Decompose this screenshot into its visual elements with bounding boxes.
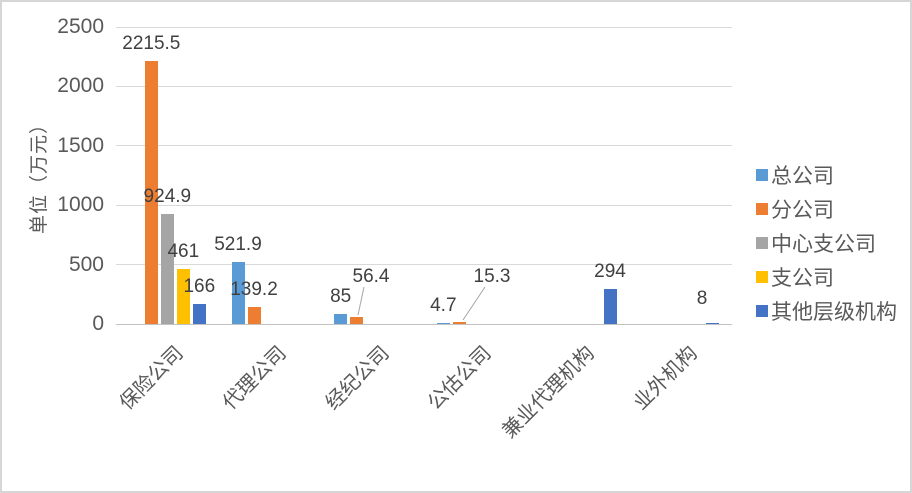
data-label: 85 xyxy=(330,285,352,307)
legend-label: 分公司 xyxy=(771,199,834,222)
x-axis-category-label: 公估公司 xyxy=(424,342,497,415)
bar-其他层级机构-业外机构 xyxy=(706,322,720,324)
legend-item-中心支公司: 中心支公司 xyxy=(756,232,897,256)
legend-label: 总公司 xyxy=(771,165,834,188)
legend-label: 其他层级机构 xyxy=(771,301,897,324)
x-axis-category-label: 经纪公司 xyxy=(321,342,394,415)
data-label: 139.2 xyxy=(230,279,278,301)
data-label: 166 xyxy=(183,276,216,298)
legend-swatch xyxy=(756,203,768,215)
legend-item-分公司: 分公司 xyxy=(756,198,897,222)
bar-中心支公司-保险公司 xyxy=(160,214,174,324)
legend-item-总公司: 总公司 xyxy=(756,164,897,188)
legend-swatch xyxy=(756,169,768,181)
legend-label: 中心支公司 xyxy=(771,233,876,256)
data-label: 521.9 xyxy=(214,233,262,255)
leader-line xyxy=(357,286,365,316)
data-label: 15.3 xyxy=(473,266,511,287)
data-label: 56.4 xyxy=(352,266,390,287)
legend-swatch xyxy=(756,237,768,249)
y-axis-tick-label: 2000 xyxy=(57,74,104,98)
gridline xyxy=(116,204,732,206)
bar-总公司-代理公司 xyxy=(231,261,245,324)
data-label: 2215.5 xyxy=(122,32,181,54)
y-axis-tick-label: 1500 xyxy=(57,133,104,157)
y-axis-tick-label: 500 xyxy=(68,252,104,276)
y-axis-tick-label: 2500 xyxy=(57,15,104,38)
bar-总公司-公估公司 xyxy=(436,322,450,324)
legend-label: 支公司 xyxy=(771,267,834,290)
gridline xyxy=(116,26,732,28)
bar-分公司-保险公司 xyxy=(144,60,158,324)
gridline xyxy=(116,145,732,147)
x-axis-line xyxy=(116,323,732,325)
legend-item-其他层级机构: 其他层级机构 xyxy=(756,300,897,324)
y-axis-tick-label: 1000 xyxy=(57,193,104,217)
data-label: 924.9 xyxy=(143,186,192,208)
bar-分公司-经纪公司 xyxy=(350,317,364,324)
x-axis-category-label: 兼业代理机构 xyxy=(498,342,599,443)
bar-支公司-保险公司 xyxy=(176,269,190,324)
legend-item-支公司: 支公司 xyxy=(756,266,897,290)
data-label: 8 xyxy=(696,288,708,309)
gridline xyxy=(116,264,732,266)
bar-其他层级机构-保险公司 xyxy=(192,304,206,324)
x-axis-category-label: 保险公司 xyxy=(116,342,189,415)
y-axis-tick-label: 0 xyxy=(92,312,104,335)
data-label: 461 xyxy=(167,241,200,263)
x-axis-category-label: 业外机构 xyxy=(629,342,702,415)
bar-分公司-公估公司 xyxy=(452,322,466,324)
x-axis-category-label: 代理公司 xyxy=(218,342,291,415)
bar-其他层级机构-兼业代理机构 xyxy=(603,289,617,324)
data-label: 4.7 xyxy=(430,295,457,317)
bar-分公司-代理公司 xyxy=(247,307,261,324)
legend-swatch xyxy=(756,305,768,317)
gridline xyxy=(116,85,732,87)
legend: 总公司分公司中心支公司支公司其他层级机构 xyxy=(756,164,897,334)
bar-总公司-经纪公司 xyxy=(334,313,348,324)
data-label: 294 xyxy=(594,261,626,283)
legend-swatch xyxy=(756,271,768,283)
leader-line xyxy=(462,286,486,321)
